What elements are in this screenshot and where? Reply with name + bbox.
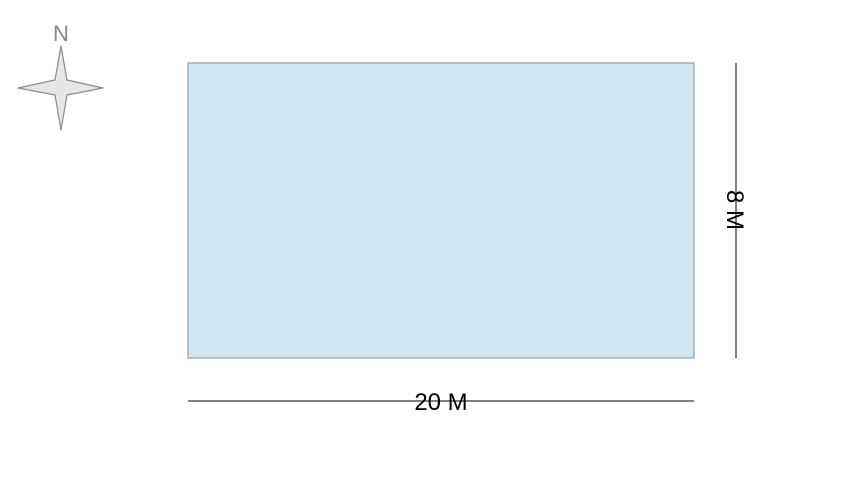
compass: N bbox=[17, 21, 104, 131]
width-label: 20 M bbox=[414, 389, 467, 416]
compass-star-icon bbox=[17, 45, 104, 131]
north-label: N bbox=[53, 21, 69, 46]
height-dimension: 8 M bbox=[721, 63, 748, 358]
plot-rectangle bbox=[187, 62, 695, 359]
height-label: 8 M bbox=[721, 190, 748, 230]
width-dimension: 20 M bbox=[188, 389, 694, 416]
